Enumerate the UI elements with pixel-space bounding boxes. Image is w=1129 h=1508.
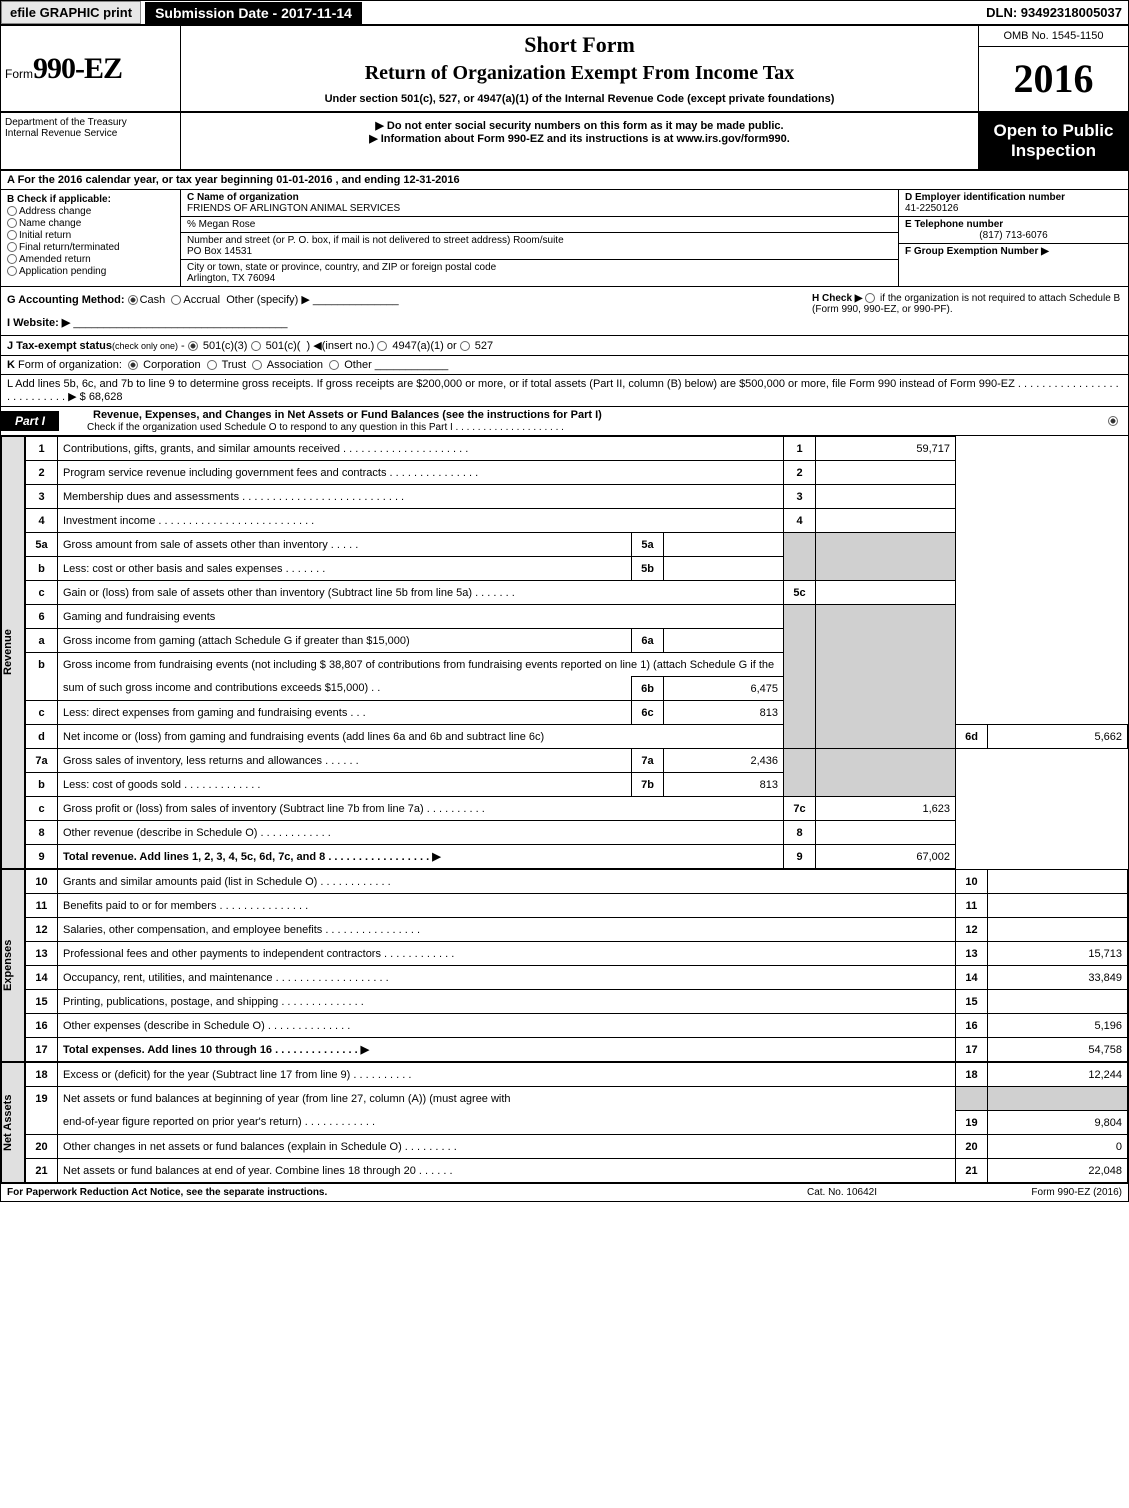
radio-527[interactable]	[460, 341, 470, 351]
vlabel-revenue: Revenue	[1, 436, 25, 869]
row-k: K Form of organization: Corporation Trus…	[1, 356, 1128, 375]
title-cell: Short Form Return of Organization Exempt…	[181, 26, 978, 111]
dln-number: DLN: 93492318005037	[986, 5, 1128, 20]
row-j: J Tax-exempt status(check only one) - 50…	[1, 336, 1128, 356]
city-label: City or town, state or province, country…	[187, 262, 892, 273]
tax-year: 2016	[979, 47, 1128, 110]
chk-initial-return[interactable]: Initial return	[7, 230, 174, 241]
top-bar: efile GRAPHIC print Submission Date - 20…	[1, 1, 1128, 26]
chk-name-change[interactable]: Name change	[7, 218, 174, 229]
row-a-tax-year: A For the 2016 calendar year, or tax yea…	[1, 171, 1128, 190]
title-sub: Under section 501(c), 527, or 4947(a)(1)…	[191, 93, 968, 105]
radio-4947[interactable]	[377, 341, 387, 351]
radio-501c3[interactable]	[188, 341, 198, 351]
form-container: efile GRAPHIC print Submission Date - 20…	[0, 0, 1129, 1202]
revenue-table: 1Contributions, gifts, grants, and simil…	[25, 436, 1128, 869]
section-g: G Accounting Method: Cash Accrual Other …	[7, 293, 812, 329]
section-def: D Employer identification number 41-2250…	[898, 190, 1128, 286]
ein: 41-2250126	[905, 203, 1122, 214]
row-l: L Add lines 5b, 6c, and 7b to line 9 to …	[1, 375, 1128, 407]
expenses-section: Expenses 10Grants and similar amounts pa…	[1, 869, 1128, 1062]
revenue-section: Revenue 1Contributions, gifts, grants, a…	[1, 436, 1128, 869]
radio-accrual[interactable]	[171, 295, 181, 305]
instructions-cell: ▶ Do not enter social security numbers o…	[181, 113, 978, 169]
section-h: H Check ▶ if the organization is not req…	[812, 293, 1122, 329]
row-gh: G Accounting Method: Cash Accrual Other …	[1, 287, 1128, 336]
part1-desc: Revenue, Expenses, and Changes in Net As…	[87, 409, 602, 421]
efile-print-button[interactable]: efile GRAPHIC print	[1, 1, 141, 24]
f-label: F Group Exemption Number ▶	[905, 246, 1122, 257]
form-prefix: Form	[5, 67, 33, 81]
chk-final-return[interactable]: Final return/terminated	[7, 242, 174, 253]
header-row-2: Department of the Treasury Internal Reve…	[1, 113, 1128, 171]
addr-label: Number and street (or P. O. box, if mail…	[187, 235, 892, 246]
chk-address-change[interactable]: Address change	[7, 206, 174, 217]
info-link: ▶ Information about Form 990-EZ and its …	[191, 132, 968, 145]
telephone: (817) 713-6076	[905, 230, 1122, 241]
submission-date: Submission Date - 2017-11-14	[145, 2, 362, 24]
expenses-table: 10Grants and similar amounts paid (list …	[25, 869, 1128, 1062]
chk-amended-return[interactable]: Amended return	[7, 254, 174, 265]
section-i: I Website: ▶	[7, 317, 70, 329]
header-row-1: Form990-EZ Short Form Return of Organiza…	[1, 26, 1128, 113]
radio-501c[interactable]	[251, 341, 261, 351]
care-of: % Megan Rose	[181, 217, 898, 233]
radio-other[interactable]	[329, 360, 339, 370]
title-short-form: Short Form	[191, 32, 968, 58]
vlabel-net-assets: Net Assets	[1, 1062, 25, 1183]
section-bcde: B Check if applicable: Address change Na…	[1, 190, 1128, 287]
footer-right: Form 990-EZ (2016)	[942, 1187, 1122, 1198]
e-label: E Telephone number	[905, 219, 1122, 230]
chk-application-pending[interactable]: Application pending	[7, 266, 174, 277]
footer-center: Cat. No. 10642I	[742, 1187, 942, 1198]
part1-header: Part I Revenue, Expenses, and Changes in…	[1, 407, 1128, 436]
do-not-enter: ▶ Do not enter social security numbers o…	[191, 119, 968, 132]
omb-number: OMB No. 1545-1150	[979, 26, 1128, 47]
radio-assoc[interactable]	[252, 360, 262, 370]
radio-corp[interactable]	[128, 360, 138, 370]
part1-check[interactable]	[1108, 416, 1118, 426]
section-c: C Name of organization FRIENDS OF ARLING…	[181, 190, 898, 286]
footer-left: For Paperwork Reduction Act Notice, see …	[7, 1187, 742, 1198]
section-b: B Check if applicable: Address change Na…	[1, 190, 181, 286]
form-number: 990-EZ	[33, 52, 122, 85]
org-name: FRIENDS OF ARLINGTON ANIMAL SERVICES	[187, 203, 892, 214]
radio-cash[interactable]	[128, 295, 138, 305]
b-title: B Check if applicable:	[7, 194, 174, 205]
radio-h[interactable]	[865, 293, 875, 303]
footer: For Paperwork Reduction Act Notice, see …	[1, 1183, 1128, 1201]
c-label: C Name of organization	[187, 192, 892, 203]
addr-value: PO Box 14531	[187, 246, 892, 257]
radio-trust[interactable]	[207, 360, 217, 370]
dept-treasury: Department of the Treasury	[5, 117, 176, 128]
part1-title: Part I	[1, 411, 59, 431]
net-assets-table: 18Excess or (deficit) for the year (Subt…	[25, 1062, 1128, 1183]
irs-label: Internal Revenue Service	[5, 128, 176, 139]
city-value: Arlington, TX 76094	[187, 273, 892, 284]
part1-sub: Check if the organization used Schedule …	[87, 422, 564, 433]
open-public-badge: Open to Public Inspection	[978, 113, 1128, 169]
form-number-cell: Form990-EZ	[1, 26, 181, 111]
vlabel-expenses: Expenses	[1, 869, 25, 1062]
dept-cell: Department of the Treasury Internal Reve…	[1, 113, 181, 169]
net-assets-section: Net Assets 18Excess or (deficit) for the…	[1, 1062, 1128, 1183]
title-main: Return of Organization Exempt From Incom…	[191, 62, 968, 85]
d-label: D Employer identification number	[905, 192, 1122, 203]
omb-year-cell: OMB No. 1545-1150 2016	[978, 26, 1128, 111]
